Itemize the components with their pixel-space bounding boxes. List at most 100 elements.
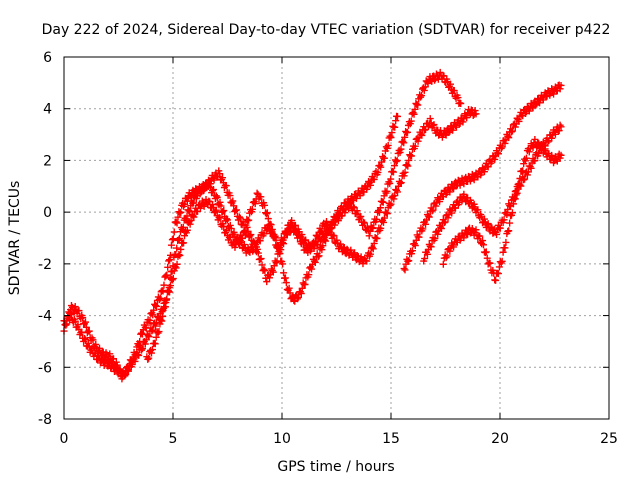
data-point-marker xyxy=(301,237,309,245)
data-point-marker xyxy=(414,137,422,145)
data-point-marker xyxy=(71,303,79,311)
data-point-marker xyxy=(404,128,412,136)
data-point-marker xyxy=(179,223,187,231)
data-point-marker xyxy=(174,213,182,221)
data-point-marker xyxy=(369,224,377,232)
data-point-marker xyxy=(286,289,294,297)
data-point-marker xyxy=(497,144,505,152)
data-point-marker xyxy=(361,219,369,227)
data-point-marker xyxy=(176,209,184,217)
data-point-marker xyxy=(337,240,345,248)
data-point-marker xyxy=(353,207,361,215)
data-point-marker xyxy=(377,224,385,232)
data-point-marker xyxy=(211,208,219,216)
data-point-marker xyxy=(370,175,378,183)
data-point-marker xyxy=(387,175,395,183)
data-point-marker xyxy=(449,126,457,134)
data-point-marker xyxy=(199,186,207,193)
data-point-marker xyxy=(155,328,163,336)
data-point-marker xyxy=(347,199,355,207)
data-point-marker xyxy=(481,249,489,257)
data-point-marker xyxy=(257,193,265,201)
data-point-marker xyxy=(446,80,454,88)
data-point-marker xyxy=(145,354,153,362)
data-point-marker xyxy=(523,171,531,179)
data-point-marker xyxy=(508,127,516,135)
data-point-marker xyxy=(556,85,564,93)
data-point-marker xyxy=(144,355,152,363)
data-point-marker xyxy=(366,181,374,189)
data-point-marker xyxy=(474,206,482,214)
grid-lines xyxy=(64,57,609,419)
data-point-marker xyxy=(186,208,194,216)
data-point-marker xyxy=(301,281,309,289)
data-point-marker xyxy=(452,182,460,190)
data-point-marker xyxy=(492,276,500,284)
data-point-marker xyxy=(245,216,253,224)
data-point-marker xyxy=(311,258,319,266)
data-point-marker xyxy=(305,271,313,279)
data-point-marker xyxy=(421,255,429,263)
data-point-marker xyxy=(331,221,339,229)
data-point-marker xyxy=(106,350,114,358)
data-point-marker xyxy=(251,200,259,208)
data-point-marker xyxy=(391,123,399,131)
data-point-marker xyxy=(383,187,391,195)
data-point-marker xyxy=(401,266,409,274)
data-point-marker xyxy=(540,147,548,155)
data-point-marker xyxy=(282,279,290,287)
data-point-marker xyxy=(376,204,384,212)
data-point-marker xyxy=(314,241,322,249)
data-point-marker xyxy=(494,270,502,278)
data-point-marker xyxy=(324,229,332,237)
data-point-marker xyxy=(260,265,268,273)
data-point-marker xyxy=(404,162,412,170)
data-point-marker xyxy=(386,179,394,187)
data-point-marker xyxy=(499,248,507,256)
data-point-marker xyxy=(369,245,377,253)
data-point-marker xyxy=(85,327,93,335)
data-point-marker xyxy=(82,323,90,331)
data-point-marker xyxy=(383,210,391,218)
data-point-marker xyxy=(318,246,326,254)
data-point-marker xyxy=(279,236,287,244)
data-point-marker xyxy=(379,198,387,206)
data-point-marker xyxy=(388,129,396,137)
data-point-marker xyxy=(450,87,458,95)
data-point-marker xyxy=(149,326,157,334)
data-point-marker xyxy=(288,216,296,224)
data-point-marker xyxy=(508,128,516,136)
data-point-marker xyxy=(159,312,167,320)
data-point-marker xyxy=(285,284,293,292)
data-point-marker xyxy=(483,254,491,262)
data-point-marker xyxy=(548,134,556,142)
data-point-marker xyxy=(176,251,184,259)
data-point-marker xyxy=(81,336,89,344)
data-point-marker xyxy=(555,127,563,135)
data-point-marker xyxy=(349,203,357,211)
data-point-marker xyxy=(537,141,545,149)
x-tick-label: 15 xyxy=(382,431,400,447)
data-point-marker xyxy=(557,123,565,131)
data-point-marker xyxy=(534,138,542,146)
data-point-marker xyxy=(314,253,322,261)
data-point-marker xyxy=(479,241,487,249)
data-point-marker xyxy=(236,214,244,222)
data-point-marker xyxy=(451,204,459,212)
y-tick-label: -4 xyxy=(38,309,52,325)
data-point-marker xyxy=(212,206,220,214)
data-point-marker xyxy=(441,130,449,138)
data-point-marker xyxy=(479,237,487,245)
data-point-marker xyxy=(360,218,368,226)
data-point-marker xyxy=(390,195,398,203)
data-point-marker xyxy=(526,163,534,171)
data-point-marker xyxy=(552,156,560,164)
data-point-marker xyxy=(522,154,530,162)
data-point-marker xyxy=(524,168,532,176)
data-point-marker xyxy=(323,217,331,225)
data-point-marker xyxy=(437,223,445,231)
data-point-marker xyxy=(494,149,502,157)
data-point-marker xyxy=(209,187,217,195)
data-point-marker xyxy=(319,242,327,250)
data-point-marker xyxy=(443,252,451,260)
